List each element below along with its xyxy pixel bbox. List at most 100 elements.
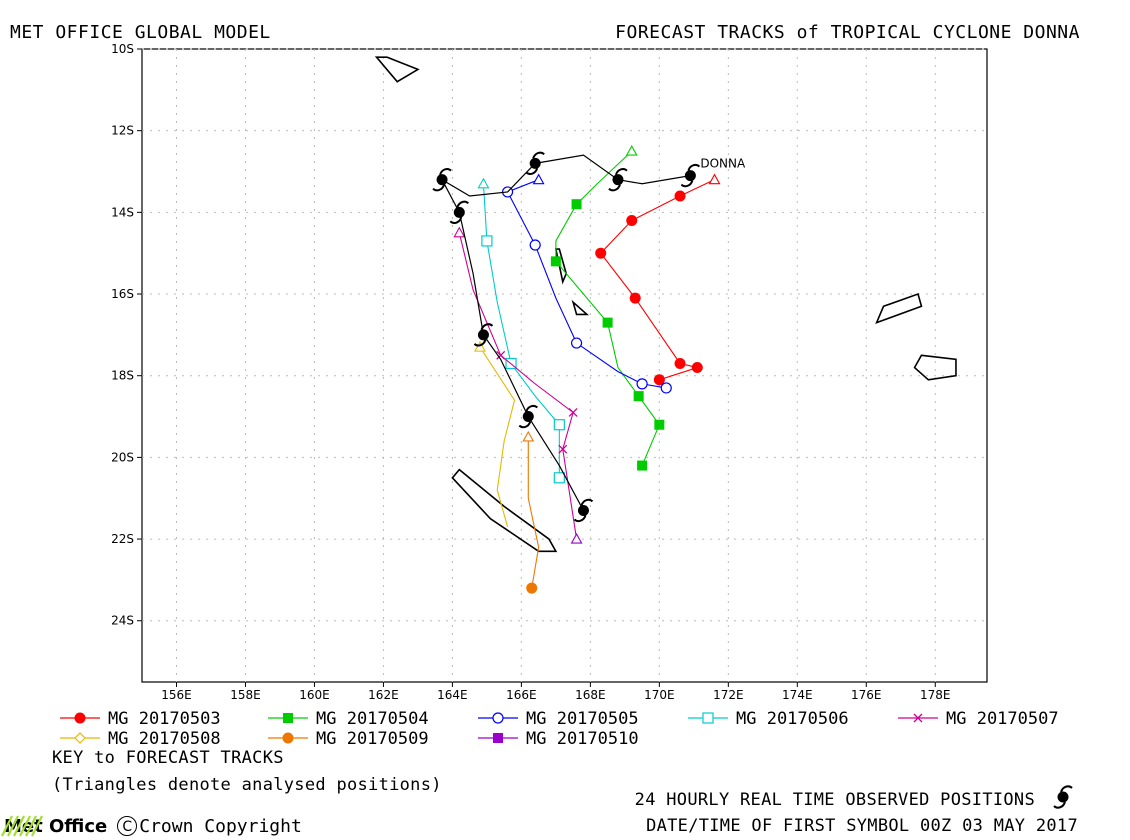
map-frame xyxy=(141,48,988,683)
observed-positions-note: 24 HOURLY REAL TIME OBSERVED POSITIONS xyxy=(634,790,1035,810)
forecast-point xyxy=(550,256,561,267)
forecast-point xyxy=(526,582,538,594)
legend-label: MG 20170504 xyxy=(316,709,429,729)
y-tick-label: 22S xyxy=(111,532,134,546)
storm-name-label: DONNA xyxy=(700,157,746,171)
analysed-position-triangle xyxy=(532,173,545,185)
y-tick-label: 18S xyxy=(111,369,134,383)
x-tick-label: 160E xyxy=(299,688,330,702)
analysed-position-triangle xyxy=(708,173,721,185)
key-title: KEY to FORECAST TRACKS xyxy=(52,748,284,768)
y-tick-label: 10S xyxy=(111,42,134,56)
legend-label: MG 20170508 xyxy=(108,729,221,749)
x-tick-label: 170E xyxy=(644,688,675,702)
met-office-logo-icon xyxy=(1,815,43,837)
legend-marker xyxy=(493,733,503,743)
analysed-position-triangle xyxy=(453,226,466,238)
legend-marker xyxy=(913,713,923,723)
analysed-position-triangle xyxy=(522,430,535,442)
legend-item: MG 20170504 xyxy=(268,709,429,729)
observed-legend-cyclone-icon xyxy=(1053,785,1073,809)
x-tick-label: 164E xyxy=(437,688,468,702)
header-right-title: FORECAST TRACKS of TROPICAL CYCLONE DONN… xyxy=(615,22,1080,43)
x-tick-label: 178E xyxy=(920,688,951,702)
legend-item: MG 20170509 xyxy=(268,729,429,749)
forecast-point xyxy=(529,239,541,251)
cyclone-icon xyxy=(573,498,594,523)
x-tick-label: 174E xyxy=(782,688,813,702)
land-outline xyxy=(374,56,420,83)
legend-label: MG 20170510 xyxy=(526,729,639,749)
forecast-point xyxy=(660,382,672,394)
y-tick-label: 20S xyxy=(111,450,134,464)
x-tick-label: 172E xyxy=(713,688,744,702)
forecast-point xyxy=(636,378,648,390)
forecast-point xyxy=(570,337,583,349)
legend-marker xyxy=(702,712,714,724)
legend-label: MG 20170506 xyxy=(736,709,849,729)
land-outline xyxy=(451,468,558,553)
forecast-point xyxy=(633,391,644,402)
cyclone-icon xyxy=(525,151,545,175)
analysed-position-triangle xyxy=(477,177,490,189)
x-tick-label: 176E xyxy=(851,688,882,702)
header-left-title: MET OFFICE GLOBAL MODEL xyxy=(10,22,271,43)
copyright-icon: C xyxy=(117,816,138,836)
forecast-track-line xyxy=(555,150,660,466)
analysed-position-triangle xyxy=(570,532,583,544)
forecast-point xyxy=(571,199,582,210)
legend-item: MG 20170507 xyxy=(898,709,1059,729)
y-tick-label: 12S xyxy=(111,124,134,138)
forecast-point xyxy=(691,362,703,374)
cyclone-icon xyxy=(608,168,628,192)
legend-label: MG 20170505 xyxy=(526,709,639,729)
forecast-point xyxy=(674,190,686,202)
legend-marker xyxy=(74,712,86,724)
analysed-position-triangle xyxy=(625,144,638,156)
forecast-point xyxy=(595,247,607,259)
forecast-point xyxy=(626,215,638,227)
y-tick-label: 14S xyxy=(111,205,134,219)
x-tick-label: 168E xyxy=(575,688,606,702)
forecast-track-line xyxy=(527,436,540,589)
cyclone-icon xyxy=(680,163,701,188)
y-tick-label: 16S xyxy=(111,287,134,301)
forecast-point xyxy=(653,374,665,386)
land-outline xyxy=(913,354,957,381)
forecast-point xyxy=(637,460,648,471)
legend-label: MG 20170507 xyxy=(946,709,1059,729)
forecast-point xyxy=(629,292,641,304)
legend-marker xyxy=(74,732,86,744)
x-tick-label: 166E xyxy=(506,688,537,702)
key-note: (Triangles denote analysed positions) xyxy=(52,775,442,795)
legend-label: MG 20170503 xyxy=(108,709,221,729)
forecast-track-line xyxy=(479,346,516,527)
cyclone-icon xyxy=(432,168,452,192)
analysed-position-triangle xyxy=(474,340,486,352)
forecast-point xyxy=(558,444,568,454)
legend-marker xyxy=(492,712,504,724)
legend-label: MG 20170509 xyxy=(316,729,429,749)
x-tick-label: 162E xyxy=(368,688,399,702)
forecast-point xyxy=(553,472,565,484)
legend-item: MG 20170508 xyxy=(60,729,221,749)
land-outline xyxy=(875,292,923,324)
legend-item: MG 20170506 xyxy=(688,709,849,729)
footer-brand: Met Office C Crown Copyright xyxy=(0,812,302,840)
forecast-point xyxy=(496,350,506,360)
legend-item: MG 20170510 xyxy=(478,729,639,749)
cyclone-icon xyxy=(473,323,494,347)
cyclone-icon xyxy=(449,200,470,224)
forecast-point xyxy=(602,317,613,328)
cyclone-icon xyxy=(518,404,538,429)
y-tick-label: 24S xyxy=(111,614,134,628)
forecast-point xyxy=(654,419,665,430)
legend-marker xyxy=(282,732,294,744)
forecast-point xyxy=(568,408,578,417)
forecast-point xyxy=(674,357,686,369)
land-outline xyxy=(571,299,590,316)
copyright-text: Crown Copyright xyxy=(139,815,302,837)
x-tick-label: 158E xyxy=(230,688,261,702)
datetime-note: DATE/TIME OF FIRST SYMBOL 00Z 03 MAY 201… xyxy=(646,816,1078,836)
